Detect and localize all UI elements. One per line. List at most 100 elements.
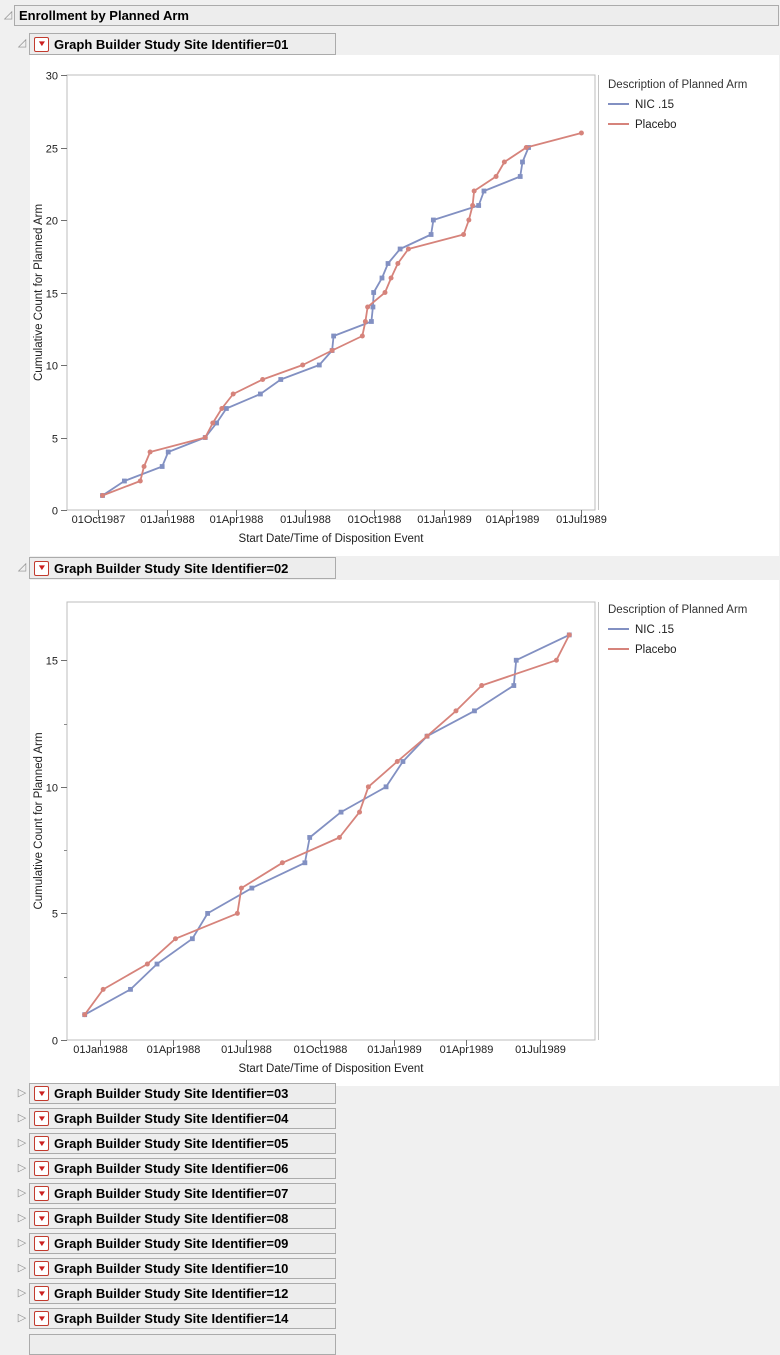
data-point-marker[interactable] — [230, 391, 236, 397]
data-point-marker[interactable] — [461, 232, 467, 237]
legend-item-placebo[interactable]: Placebo — [608, 119, 677, 131]
data-point-marker[interactable] — [359, 333, 365, 339]
section-header-site-03[interactable]: ▼ Graph Builder Study Site Identifier=03 — [29, 1083, 336, 1104]
red-triangle-menu-icon[interactable]: ▼ — [34, 1311, 49, 1326]
data-point-marker[interactable] — [316, 362, 322, 368]
disclosure-triangle-icon[interactable]: ▷ — [17, 1237, 27, 1249]
data-point-marker[interactable] — [165, 449, 171, 455]
disclosure-triangle-icon[interactable]: ▷ — [17, 1162, 27, 1174]
data-point-marker[interactable] — [394, 759, 400, 765]
section-header-partial[interactable] — [29, 1334, 336, 1355]
data-point-marker[interactable] — [362, 319, 368, 324]
series-line[interactable] — [83, 634, 571, 1016]
legend-item-nic-15[interactable]: NIC .15 — [608, 624, 674, 636]
data-point-marker[interactable] — [481, 188, 487, 194]
data-point-marker[interactable] — [383, 784, 389, 790]
data-point-marker[interactable] — [385, 261, 391, 266]
legend-item-placebo[interactable]: Placebo — [608, 644, 677, 656]
section-header-site-12[interactable]: ▼ Graph Builder Study Site Identifier=12 — [29, 1283, 336, 1304]
section-header-site-08[interactable]: ▼ Graph Builder Study Site Identifier=08 — [29, 1208, 336, 1229]
data-point-marker[interactable] — [141, 464, 147, 469]
data-point-marker[interactable] — [100, 986, 106, 992]
series-placebo[interactable] — [82, 632, 572, 1018]
data-point-marker[interactable] — [357, 809, 363, 815]
data-point-marker[interactable] — [260, 377, 266, 382]
data-point-marker[interactable] — [137, 478, 143, 484]
plot-area[interactable] — [66, 74, 596, 511]
data-point-marker[interactable] — [395, 261, 401, 266]
section-header-site-04[interactable]: ▼ Graph Builder Study Site Identifier=04 — [29, 1108, 336, 1129]
data-point-marker[interactable] — [365, 784, 371, 790]
data-point-marker[interactable] — [202, 435, 208, 440]
data-point-marker[interactable] — [470, 203, 476, 208]
data-point-marker[interactable] — [566, 632, 572, 638]
legend-item-nic-15[interactable]: NIC .15 — [608, 99, 674, 111]
data-point-marker[interactable] — [338, 809, 344, 815]
data-point-marker[interactable] — [511, 683, 517, 688]
data-point-marker[interactable] — [336, 834, 342, 840]
series-line[interactable] — [84, 634, 570, 1016]
red-triangle-menu-icon[interactable]: ▼ — [34, 36, 49, 52]
data-point-marker[interactable] — [428, 232, 434, 237]
disclosure-triangle-icon[interactable]: ▷ — [17, 1287, 27, 1299]
data-point-marker[interactable] — [144, 961, 150, 967]
red-triangle-menu-icon[interactable]: ▼ — [34, 1136, 49, 1151]
data-point-marker[interactable] — [397, 246, 403, 252]
data-point-marker[interactable] — [279, 860, 285, 866]
data-point-marker[interactable] — [382, 290, 388, 295]
data-point-marker[interactable] — [128, 986, 133, 992]
section-header-site-06[interactable]: ▼ Graph Builder Study Site Identifier=06 — [29, 1158, 336, 1179]
data-point-marker[interactable] — [370, 304, 376, 310]
data-point-marker[interactable] — [257, 391, 263, 397]
disclosure-triangle-icon[interactable]: ▷ — [17, 1312, 27, 1324]
data-point-marker[interactable] — [278, 377, 284, 382]
data-point-marker[interactable] — [371, 290, 377, 295]
data-point-marker[interactable] — [430, 217, 436, 223]
section-header-site-07[interactable]: ▼ Graph Builder Study Site Identifier=07 — [29, 1183, 336, 1204]
data-point-marker[interactable] — [172, 936, 178, 942]
data-point-marker[interactable] — [331, 333, 337, 339]
disclosure-triangle-icon[interactable]: ◿ — [17, 561, 27, 573]
data-point-marker[interactable] — [100, 493, 106, 498]
data-point-marker[interactable] — [329, 348, 335, 353]
section-header-site-10[interactable]: ▼ Graph Builder Study Site Identifier=10 — [29, 1258, 336, 1279]
data-point-marker[interactable] — [159, 464, 165, 469]
data-point-marker[interactable] — [453, 708, 459, 714]
section-header-site-09[interactable]: ▼ Graph Builder Study Site Identifier=09 — [29, 1233, 336, 1254]
data-point-marker[interactable] — [388, 275, 394, 281]
disclosure-triangle-icon[interactable]: ◿ — [17, 37, 27, 49]
disclosure-triangle-icon[interactable]: ▷ — [17, 1137, 27, 1149]
data-point-marker[interactable] — [205, 911, 211, 916]
data-point-marker[interactable] — [479, 683, 485, 689]
data-point-marker[interactable] — [472, 708, 477, 714]
red-triangle-menu-icon[interactable]: ▼ — [34, 1086, 49, 1101]
red-triangle-menu-icon[interactable]: ▼ — [34, 1286, 49, 1301]
disclosure-triangle-icon[interactable]: ▷ — [17, 1262, 27, 1274]
data-point-marker[interactable] — [520, 159, 525, 165]
data-point-marker[interactable] — [400, 759, 406, 764]
red-triangle-menu-icon[interactable]: ▼ — [34, 1161, 49, 1176]
series-placebo[interactable] — [100, 130, 584, 499]
data-point-marker[interactable] — [234, 910, 240, 916]
outline-header-enrollment[interactable]: Enrollment by Planned Arm — [14, 5, 779, 26]
red-triangle-menu-icon[interactable]: ▼ — [34, 1111, 49, 1126]
data-point-marker[interactable] — [578, 130, 584, 136]
data-point-marker[interactable] — [501, 159, 507, 165]
data-point-marker[interactable] — [365, 304, 371, 310]
disclosure-triangle-icon[interactable]: ◿ — [3, 9, 13, 21]
data-point-marker[interactable] — [523, 145, 529, 150]
data-point-marker[interactable] — [466, 217, 472, 223]
data-point-marker[interactable] — [82, 1012, 88, 1018]
data-point-marker[interactable] — [122, 478, 127, 484]
disclosure-triangle-icon[interactable]: ▷ — [17, 1112, 27, 1124]
data-point-marker[interactable] — [214, 420, 219, 426]
data-point-marker[interactable] — [223, 406, 229, 411]
red-triangle-menu-icon[interactable]: ▼ — [34, 1236, 49, 1251]
data-point-marker[interactable] — [553, 657, 559, 663]
data-point-marker[interactable] — [210, 420, 216, 426]
disclosure-triangle-icon[interactable]: ▷ — [17, 1087, 27, 1099]
data-point-marker[interactable] — [513, 657, 519, 663]
data-point-marker[interactable] — [238, 885, 244, 891]
disclosure-triangle-icon[interactable]: ▷ — [17, 1212, 27, 1224]
data-point-marker[interactable] — [219, 406, 225, 411]
